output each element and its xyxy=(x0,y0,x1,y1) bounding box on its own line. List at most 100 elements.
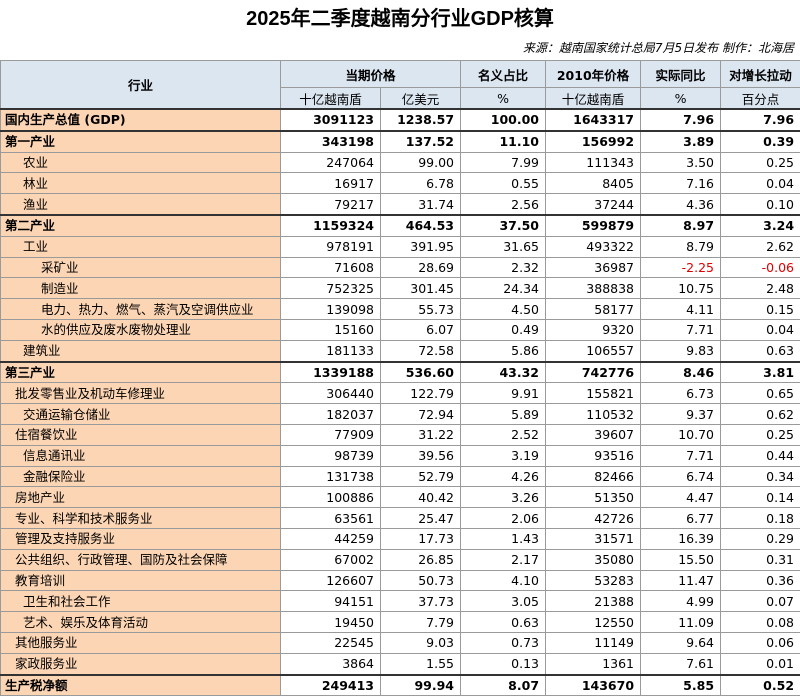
industry-name: 电力、热力、燃气、蒸汽及空调供应业 xyxy=(0,298,281,320)
value-cell: 26.85 xyxy=(379,548,462,571)
value-cell: 19450 xyxy=(280,611,381,633)
value-cell: 35080 xyxy=(545,548,642,571)
value-cell: 53283 xyxy=(545,569,642,592)
value-cell: 0.31 xyxy=(720,548,800,571)
value-cell: -2.25 xyxy=(640,256,722,279)
value-cell: 39.56 xyxy=(379,444,462,467)
value-cell: 0.04 xyxy=(720,172,800,195)
value-cell: 0.63 xyxy=(720,339,800,363)
value-cell: 42726 xyxy=(545,507,642,529)
table-row: 卫生和社会工作 94151 37.73 3.05 21388 4.99 0.07 xyxy=(0,590,800,613)
value-cell: 126607 xyxy=(280,569,381,592)
value-cell: 3091123 xyxy=(280,108,381,132)
value-cell: 1159324 xyxy=(280,213,381,237)
value-cell: 464.53 xyxy=(379,213,462,237)
value-cell: 106557 xyxy=(545,339,642,363)
value-cell: 11.09 xyxy=(640,611,722,633)
value-cell: 7.99 xyxy=(460,151,547,174)
value-cell: 9.03 xyxy=(379,631,462,654)
value-cell: 28.69 xyxy=(379,256,462,279)
value-cell: 7.79 xyxy=(379,611,462,633)
value-cell: 11.10 xyxy=(460,129,547,153)
value-cell: 37.50 xyxy=(460,213,547,237)
value-cell: 1643317 xyxy=(545,108,642,132)
value-cell: 0.29 xyxy=(720,527,800,550)
column-header: 对增长拉动 xyxy=(720,60,800,88)
value-cell: 99.94 xyxy=(379,673,462,696)
industry-name: 家政服务业 xyxy=(0,652,281,676)
value-cell: 0.04 xyxy=(720,318,800,341)
column-header: 2010年价格 xyxy=(545,60,642,88)
value-cell: 0.25 xyxy=(720,423,800,446)
value-cell: 100.00 xyxy=(460,108,547,132)
value-cell: 50.73 xyxy=(379,569,462,592)
table-row: 教育培训 126607 50.73 4.10 53283 11.47 0.36 xyxy=(0,569,800,592)
value-cell: 0.49 xyxy=(460,318,547,341)
industry-name: 制造业 xyxy=(0,277,281,300)
value-cell: 3.26 xyxy=(460,486,547,509)
value-cell: 5.85 xyxy=(640,673,722,696)
value-cell: 82466 xyxy=(545,465,642,488)
unit-row: 十亿越南盾 亿美元 % 十亿越南盾 % 百分点 xyxy=(1,87,800,110)
table-row: 国内生产总值 (GDP) 3091123 1238.57 100.00 1643317 7… xyxy=(0,108,800,132)
value-cell: 599879 xyxy=(545,213,642,237)
value-cell: 52.79 xyxy=(379,465,462,488)
table-row: 家政服务业 3864 1.55 0.13 1361 7.61 0.01 xyxy=(0,652,800,676)
value-cell: 978191 xyxy=(280,235,381,258)
value-cell: 9.83 xyxy=(640,339,722,363)
value-cell: 8.97 xyxy=(640,213,722,237)
table-row: 电力、热力、燃气、蒸汽及空调供应业 139098 55.73 4.50 58177 4.1… xyxy=(0,298,800,320)
value-cell: 2.62 xyxy=(720,235,800,258)
value-cell: 4.50 xyxy=(460,298,547,320)
value-cell: 742776 xyxy=(545,360,642,384)
value-cell: 0.15 xyxy=(720,298,800,320)
value-cell: 0.13 xyxy=(460,652,547,676)
industry-name: 公共组织、行政管理、国防及社会保障 xyxy=(0,548,281,571)
value-cell: 3864 xyxy=(280,652,381,676)
value-cell: 2.32 xyxy=(460,256,547,279)
value-cell: 9.64 xyxy=(640,631,722,654)
value-cell: 143670 xyxy=(545,673,642,696)
table-row: 第一产业 343198 137.52 11.10 156992 3.89 0.39 xyxy=(0,129,800,153)
industry-name: 第一产业 xyxy=(0,129,281,153)
value-cell: 93516 xyxy=(545,444,642,467)
value-cell: 51350 xyxy=(545,486,642,509)
value-cell: 4.99 xyxy=(640,590,722,613)
value-cell: 1361 xyxy=(545,652,642,676)
value-cell: 72.94 xyxy=(379,403,462,425)
value-cell: 110532 xyxy=(545,403,642,425)
value-cell: 12550 xyxy=(545,611,642,633)
value-cell: 7.16 xyxy=(640,172,722,195)
value-cell: 24.34 xyxy=(460,277,547,300)
industry-name: 国内生产总值 (GDP) xyxy=(0,108,281,132)
value-cell: 17.73 xyxy=(379,527,462,550)
value-cell: 15.50 xyxy=(640,548,722,571)
value-cell: 3.81 xyxy=(720,360,800,384)
value-cell: 1339188 xyxy=(280,360,381,384)
table-row: 采矿业 71608 28.69 2.32 36987 -2.25 -0.06 xyxy=(0,256,800,279)
table-row: 第二产业 1159324 464.53 37.50 599879 8.97 3.24 xyxy=(0,213,800,237)
value-cell: 9.37 xyxy=(640,403,722,425)
value-cell: 7.71 xyxy=(640,318,722,341)
value-cell: 0.63 xyxy=(460,611,547,633)
value-cell: -0.06 xyxy=(720,256,800,279)
value-cell: 4.11 xyxy=(640,298,722,320)
value-cell: 71608 xyxy=(280,256,381,279)
table-row: 制造业 752325 301.45 24.34 388838 10.75 2.48 xyxy=(0,277,800,300)
column-header: 行业 xyxy=(0,60,281,110)
industry-name: 建筑业 xyxy=(0,339,281,363)
column-header: 名义占比 xyxy=(460,60,547,88)
value-cell: 43.32 xyxy=(460,360,547,384)
value-cell: 10.70 xyxy=(640,423,722,446)
value-cell: 156992 xyxy=(545,129,642,153)
table-row: 农业 247064 99.00 7.99 111343 3.50 0.25 xyxy=(0,151,800,174)
value-cell: 536.60 xyxy=(379,360,462,384)
industry-name: 采矿业 xyxy=(0,256,281,279)
value-cell: 55.73 xyxy=(379,298,462,320)
value-cell: 2.52 xyxy=(460,423,547,446)
value-cell: 493322 xyxy=(545,235,642,258)
value-cell: 16917 xyxy=(280,172,381,195)
industry-name: 林业 xyxy=(0,172,281,195)
value-cell: 6.74 xyxy=(640,465,722,488)
table-row: 林业 16917 6.78 0.55 8405 7.16 0.04 xyxy=(0,172,800,195)
